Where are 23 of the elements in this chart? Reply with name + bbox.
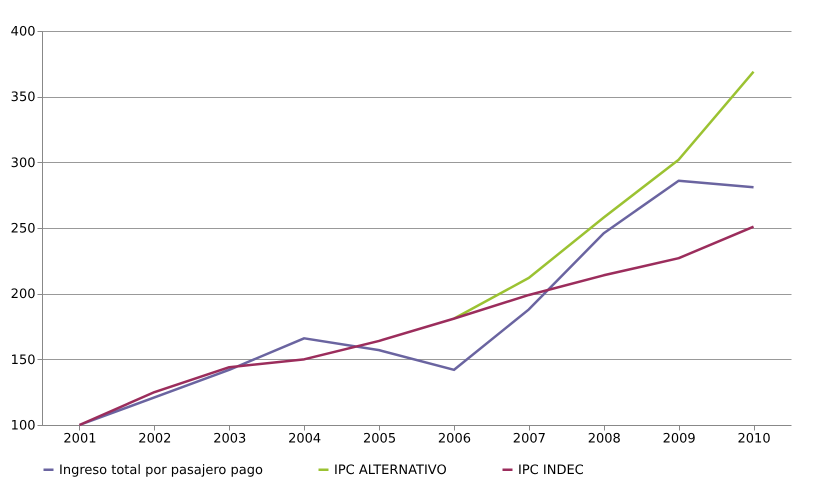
x-tick-label: 2003 — [213, 432, 246, 446]
legend-label: IPC ALTERNATIVO — [334, 462, 447, 478]
x-tick-label: 2004 — [288, 432, 322, 446]
y-tick-label: 300 — [10, 156, 36, 171]
x-tick-label: 2009 — [662, 432, 696, 446]
x-tick-label: 2007 — [512, 432, 546, 446]
x-tick-label: 2010 — [738, 432, 771, 446]
y-tick-label: 100 — [10, 418, 36, 434]
y-tick-label: 150 — [10, 352, 36, 368]
x-tick-label: 2008 — [588, 432, 621, 446]
y-tick-label: 250 — [10, 222, 36, 236]
x-tick-label: 2002 — [138, 432, 172, 446]
x-tick-label: 2005 — [363, 432, 396, 446]
x-tick-label: 2001 — [63, 432, 96, 446]
legend-label: IPC INDEC — [518, 462, 584, 478]
x-tick-label: 2006 — [438, 432, 471, 446]
y-tick-label: 400 — [10, 24, 36, 40]
legend-label: Ingreso total por pasajero pago — [59, 462, 263, 478]
y-tick-label: 350 — [10, 90, 36, 106]
line-series — [78, 225, 755, 426]
line-series — [78, 179, 755, 426]
y-tick-label: 200 — [10, 287, 36, 302]
line-series — [452, 70, 755, 320]
